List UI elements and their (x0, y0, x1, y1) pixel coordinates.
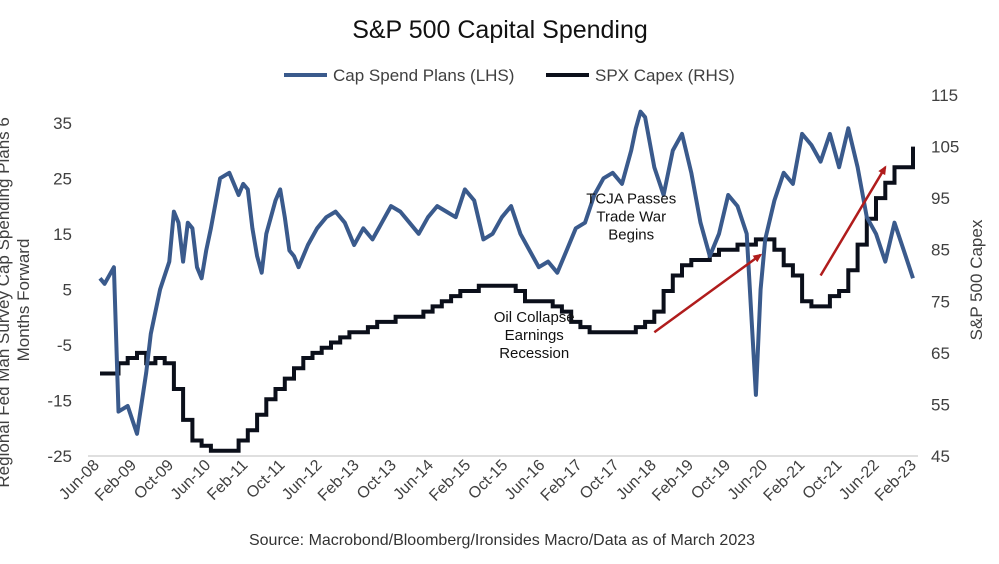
right-tick-label: 105 (931, 138, 959, 157)
left-tick-label: 5 (63, 280, 72, 299)
right-tick-label: 75 (931, 292, 950, 311)
left-tick-label: 25 (53, 169, 72, 188)
right-tick-label: 55 (931, 395, 950, 414)
left-axis-label-line-1: Regional Fed Man Survey Cap Spending Pla… (0, 117, 13, 487)
annotation-line: Oil Collapse (494, 309, 575, 326)
chart-title: S&P 500 Capital Spending (352, 16, 648, 44)
annotation-text: Oil Collapse Earnings Recession (494, 309, 575, 362)
legend: Cap Spend Plans (LHS) SPX Capex (RHS) (284, 66, 735, 85)
x-tick-label: Feb-15 (426, 457, 474, 505)
x-tick-label: Oct-09 (131, 457, 177, 503)
trend-arrow (653, 253, 763, 334)
source-note: Source: Macrobond/Bloomberg/Ironsides Ma… (249, 532, 755, 549)
left-axis-label: Regional Fed Man Survey Cap Spending Pla… (0, 112, 33, 487)
x-tick-label: Oct-13 (354, 457, 400, 503)
left-tick-label: -15 (47, 391, 72, 410)
right-tick-label: 65 (931, 344, 950, 363)
trend-arrow (819, 165, 887, 277)
right-tick-label: 95 (931, 189, 950, 208)
annotation-text: TCJA Passes Trade War Begins (586, 190, 676, 243)
left-tick-label: -5 (57, 336, 72, 355)
left-tick-label: -25 (47, 447, 72, 466)
x-tick-label: Feb-19 (649, 457, 697, 505)
annotation-line: Recession (499, 345, 569, 362)
annotations: Oil Collapse Earnings Recession TCJA Passes… (494, 190, 676, 362)
x-tick-label: Oct-15 (465, 457, 511, 503)
left-axis-label-line-2: Months Forward (14, 239, 33, 362)
x-tick-label: Oct-17 (577, 457, 623, 503)
left-tick-label: 15 (53, 225, 72, 244)
annotation-line: TCJA Passes (586, 190, 676, 207)
x-axis-ticks: Jun-08Feb-09Oct-09Jun-10Feb-11Oct-11Jun-… (56, 457, 920, 505)
x-tick-label: Feb-09 (92, 457, 140, 505)
x-tick-label: Jun-10 (168, 457, 215, 504)
x-tick-label: Feb-11 (204, 457, 251, 504)
right-tick-label: 115 (931, 86, 958, 105)
x-tick-label: Feb-17 (538, 457, 586, 505)
series-line-cap-spend (98, 109, 915, 436)
right-tick-label: 85 (931, 241, 950, 260)
annotation-line: Trade War (596, 208, 666, 225)
series-line-spx-capex (100, 146, 915, 453)
right-axis-label: S&P 500 Capex (967, 219, 986, 340)
annotation-line: Begins (608, 226, 654, 243)
annotation-line: Earnings (505, 327, 564, 344)
right-axis-ticks: 115 105 95 85 75 65 55 45 (931, 86, 959, 466)
right-tick-label: 45 (931, 447, 950, 466)
left-tick-label: 35 (53, 114, 72, 133)
trend-arrows (653, 165, 887, 334)
legend-label-spx-capex: SPX Capex (RHS) (595, 66, 735, 85)
x-tick-label: Feb-23 (872, 457, 920, 505)
x-tick-label: Feb-21 (761, 457, 809, 505)
x-tick-label: Oct-21 (800, 457, 846, 503)
x-tick-label: Feb-13 (315, 457, 363, 505)
x-tick-label: Oct-19 (688, 457, 734, 503)
legend-label-cap-spend: Cap Spend Plans (LHS) (333, 66, 514, 85)
left-axis-ticks: 35 25 15 5 -5 -15 -25 (47, 114, 72, 466)
